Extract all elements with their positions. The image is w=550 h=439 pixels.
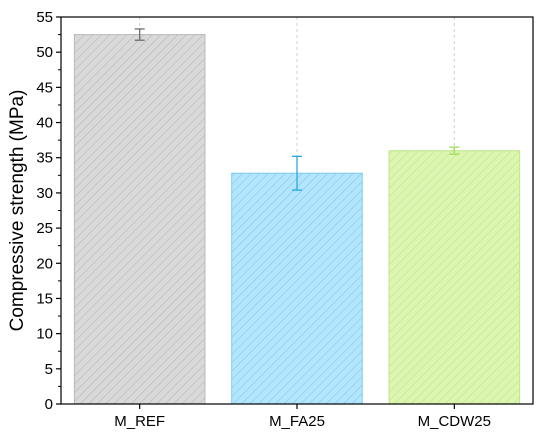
y-tick-label: 30: [36, 185, 53, 202]
y-tick-label: 5: [45, 361, 53, 378]
x-tick-label: M_REF: [114, 413, 165, 430]
y-tick-label: 20: [36, 255, 53, 272]
y-tick-label: 35: [36, 150, 53, 167]
y-tick-label: 0: [45, 396, 53, 413]
bar-m-cdw25: [388, 150, 521, 405]
bar-m-ref: [73, 34, 206, 405]
x-tick-label: M_FA25: [269, 413, 325, 430]
y-tick-label: 55: [36, 9, 53, 26]
y-tick-label: 45: [36, 79, 53, 96]
error-bars: [134, 28, 460, 191]
y-tick-label: 15: [36, 290, 53, 307]
y-tick-label: 25: [36, 220, 53, 237]
y-tick-label: 10: [36, 326, 53, 343]
bar-m-fa25: [231, 172, 363, 405]
x-tick-label: M_CDW25: [418, 413, 491, 430]
axis-labels: Compressive strength (MPa): [7, 90, 28, 332]
y-tick-label: 50: [36, 44, 53, 61]
y-tick-label: 40: [36, 115, 53, 132]
bars: [73, 34, 521, 405]
y-axis-title: Compressive strength (MPa): [7, 90, 28, 332]
axes: 0 5 10 15 20 25 30 35 40 45 50 55 M_REF M_FA25 M_CDW25: [36, 9, 534, 430]
